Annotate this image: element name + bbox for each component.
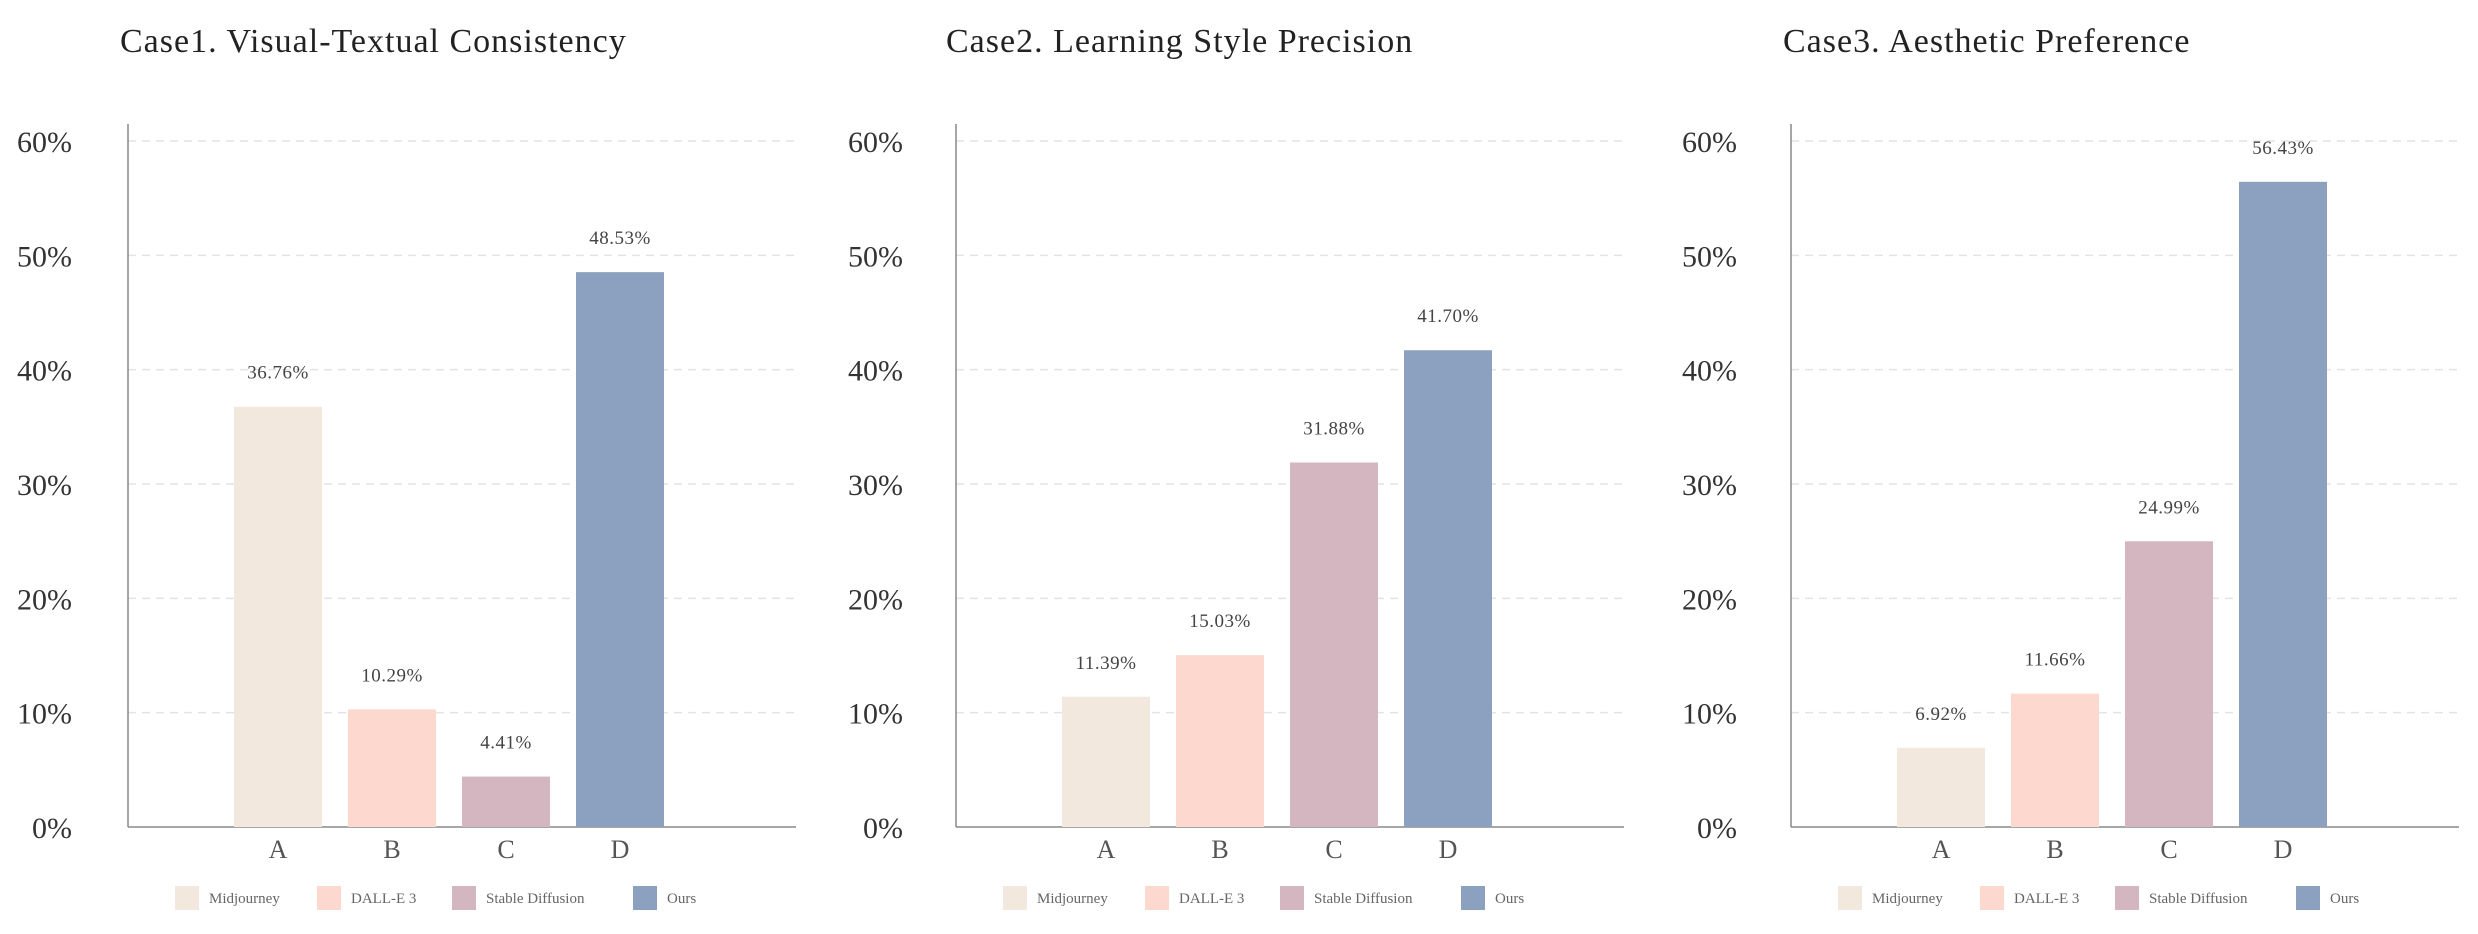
legend-label: Ours [667, 891, 696, 907]
y-tick-label: 50% [1682, 240, 1737, 273]
data-label: 15.03% [1189, 611, 1251, 632]
legend-label: Midjourney [209, 891, 280, 907]
y-tick-label: 10% [848, 698, 903, 731]
y-tick-label: 40% [1682, 355, 1737, 388]
chart-panel-1: Case1. Visual-Textual Consistency 0% 10% 20… [17, 23, 796, 910]
y-tick-label: 0% [32, 812, 72, 845]
bar-A [1062, 696, 1150, 827]
data-label: 48.53% [589, 228, 651, 249]
data-label: 11.39% [1076, 653, 1137, 674]
data-label: 31.88% [1303, 419, 1365, 440]
legend-label: Stable Diffusion [1314, 891, 1413, 907]
legend-label: DALL-E 3 [1179, 891, 1244, 907]
x-tick-label: D [1439, 835, 1458, 864]
legend-swatch [1838, 886, 1862, 910]
legend-swatch [175, 886, 199, 910]
chart-title: Case1. Visual-Textual Consistency [120, 23, 627, 60]
data-label: 36.76% [247, 363, 309, 384]
x-tick-label: A [1097, 835, 1116, 864]
y-tick-label: 0% [1697, 812, 1737, 845]
chart-title: Case2. Learning Style Precision [946, 23, 1413, 60]
x-tick-label: A [269, 835, 288, 864]
x-tick-label: D [611, 835, 630, 864]
legend-label: DALL-E 3 [2014, 891, 2079, 907]
x-tick-label: C [497, 835, 514, 864]
bar-B [348, 709, 436, 827]
bar-C [462, 776, 550, 827]
bar-D [1404, 350, 1492, 827]
bar-C [2125, 541, 2213, 827]
data-label: 41.70% [1417, 306, 1479, 327]
y-tick-label: 40% [17, 355, 72, 388]
legend-label: Ours [2330, 891, 2359, 907]
x-tick-label: D [2274, 835, 2293, 864]
legend-swatch [1145, 886, 1169, 910]
x-tick-label: C [1325, 835, 1342, 864]
y-tick-label: 10% [17, 698, 72, 731]
y-tick-label: 30% [848, 469, 903, 502]
chart-panel-2: Case2. Learning Style Precision 0% 10% 20% 3… [848, 23, 1624, 910]
bar-B [2011, 693, 2099, 827]
data-label: 11.66% [2025, 650, 2086, 671]
y-tick-label: 50% [848, 240, 903, 273]
bar-B [1176, 655, 1264, 827]
y-tick-label: 0% [863, 812, 903, 845]
legend-label: Midjourney [1872, 891, 1943, 907]
bar-C [1290, 462, 1378, 827]
x-tick-label: C [2160, 835, 2177, 864]
bar-A [234, 406, 322, 827]
legend-swatch [633, 886, 657, 910]
x-tick-label: B [383, 835, 400, 864]
legend-label: Stable Diffusion [2149, 891, 2248, 907]
legend-swatch [1280, 886, 1304, 910]
legend-swatch [2115, 886, 2139, 910]
data-label: 4.41% [480, 733, 532, 754]
bar-D [576, 272, 664, 827]
data-label: 56.43% [2252, 138, 2314, 159]
chart-title: Case3. Aesthetic Preference [1783, 23, 2190, 60]
chart-panel-3: Case3. Aesthetic Preference 0% 10% 20% 30% 40… [1682, 23, 2459, 910]
y-tick-label: 20% [848, 583, 903, 616]
data-label: 10.29% [361, 665, 423, 686]
legend-swatch [1003, 886, 1027, 910]
x-tick-label: B [2046, 835, 2063, 864]
legend-swatch [2296, 886, 2320, 910]
y-tick-label: 20% [17, 583, 72, 616]
legend-swatch [1980, 886, 2004, 910]
data-label: 24.99% [2138, 497, 2200, 518]
legend-label: Ours [1495, 891, 1524, 907]
legend-swatch [317, 886, 341, 910]
bar-A [1897, 747, 1985, 827]
legend-swatch [452, 886, 476, 910]
legend-label: DALL-E 3 [351, 891, 416, 907]
data-label: 6.92% [1915, 704, 1967, 725]
bar-D [2239, 181, 2327, 827]
y-tick-label: 30% [17, 469, 72, 502]
legend-swatch [1461, 886, 1485, 910]
y-tick-label: 60% [848, 126, 903, 159]
x-tick-label: A [1932, 835, 1951, 864]
y-tick-label: 40% [848, 355, 903, 388]
y-tick-label: 60% [1682, 126, 1737, 159]
y-tick-label: 20% [1682, 583, 1737, 616]
legend-label: Stable Diffusion [486, 891, 585, 907]
x-tick-label: B [1211, 835, 1228, 864]
y-tick-label: 60% [17, 126, 72, 159]
y-tick-label: 10% [1682, 698, 1737, 731]
y-tick-label: 50% [17, 240, 72, 273]
legend-label: Midjourney [1037, 891, 1108, 907]
y-tick-label: 30% [1682, 469, 1737, 502]
